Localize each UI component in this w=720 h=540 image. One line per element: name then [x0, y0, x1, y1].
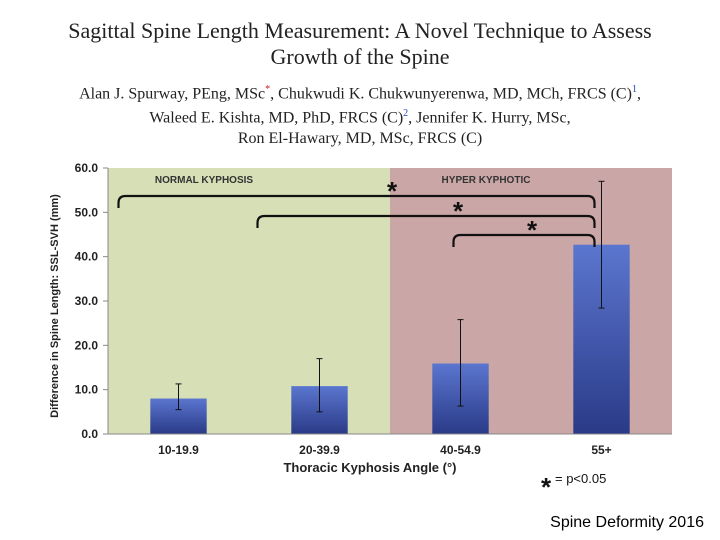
y-tick-label: 50.0 [75, 205, 99, 219]
significance-star: * [453, 196, 464, 226]
x-tick-label: 20-39.9 [299, 443, 340, 457]
y-tick-label: 40.0 [75, 250, 99, 264]
significance-star: * [387, 176, 398, 206]
x-axis-title: Thoracic Kyphosis Angle (°) [283, 460, 456, 475]
y-tick-label: 10.0 [75, 383, 99, 397]
footer-citation: Spine Deformity 2016 [550, 514, 704, 532]
bar-chart: NORMAL KYPHOSIS HYPER KYPHOTIC 0.0 10.0 20.… [0, 0, 720, 540]
significance-star: * [527, 215, 538, 245]
significance-legend-star: * [541, 472, 552, 502]
significance-legend-text: = p<0.05 [555, 471, 606, 486]
region-label: NORMAL KYPHOSIS [155, 175, 253, 186]
y-tick-label: 30.0 [75, 294, 99, 308]
y-tick-label: 20.0 [75, 338, 99, 352]
y-axis-title: Difference in Spine Length: SSL-SVH (mm) [49, 194, 61, 418]
y-tick-label: 0.0 [81, 427, 98, 441]
region-label: HYPER KYPHOTIC [442, 175, 531, 186]
x-tick-label: 40-54.9 [440, 443, 481, 457]
x-tick-label: 55+ [591, 443, 611, 457]
region-normal-kyphosis [108, 168, 390, 434]
y-tick-label: 60.0 [75, 161, 99, 175]
x-tick-label: 10-19.9 [158, 443, 199, 457]
